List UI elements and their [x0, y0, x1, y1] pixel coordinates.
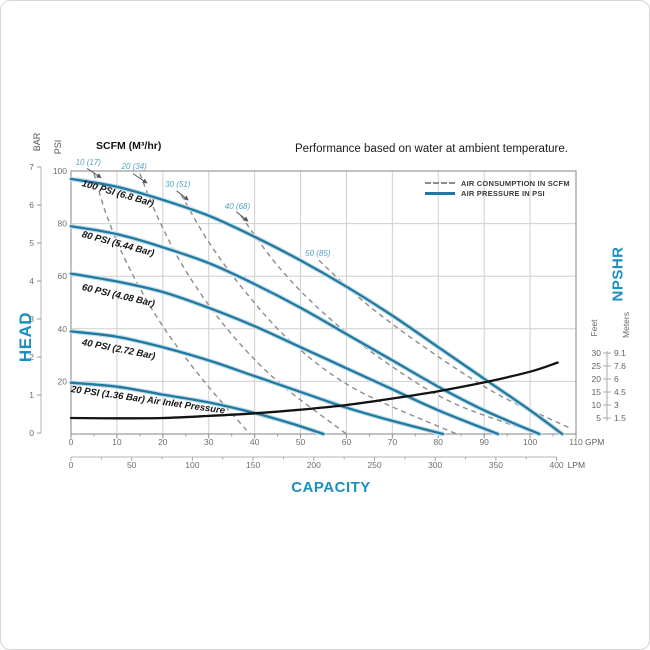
- meters-column-header: Meters: [621, 312, 631, 338]
- npshr-meters-value: 1.5: [614, 413, 626, 423]
- gpm-tick-label: 110: [569, 437, 583, 447]
- npshr-meters-value: 4.5: [614, 387, 626, 397]
- lpm-tick-label: 400: [549, 460, 563, 470]
- air-pressure-40: [69, 330, 445, 436]
- gpm-tick-label: 50: [296, 437, 306, 447]
- air-consumption-50: [318, 259, 572, 430]
- npshr-feet-value: 30: [592, 348, 602, 358]
- legend-item-air-consumption: AIR CONSUMPTION IN SCFM: [425, 178, 570, 188]
- psi-tick-label: 60: [58, 271, 68, 281]
- legend-label: AIR CONSUMPTION IN SCFM: [461, 178, 570, 188]
- capacity-axis-label: CAPACITY: [291, 479, 371, 496]
- npshr-meters-value: 6: [614, 374, 619, 384]
- bar-tick-label: 5: [29, 238, 34, 248]
- legend: AIR CONSUMPTION IN SCFM AIR PRESSURE IN …: [425, 178, 570, 198]
- head-axis-label: HEAD: [16, 311, 35, 363]
- gpm-unit-label: GPM: [585, 437, 604, 447]
- scfm-leader-arrow: [235, 211, 249, 222]
- lpm-tick-label: 50: [127, 460, 137, 470]
- bar-tick-label: 4: [29, 276, 34, 286]
- npshr-curve: [69, 361, 559, 420]
- psi-tick-label: 100: [53, 166, 67, 176]
- gpm-tick-label: 100: [523, 437, 537, 447]
- feet-column-header: Feet: [589, 319, 599, 337]
- npshr-meters-value: 9.1: [614, 348, 626, 358]
- gpm-tick-label: 10: [112, 437, 122, 447]
- lpm-tick-label: 200: [307, 460, 321, 470]
- chart-title: Performance based on water at ambient te…: [295, 143, 568, 155]
- air-consumption-40: [240, 215, 540, 435]
- air-pressure-20: [69, 381, 325, 436]
- scfm-curve-label: 10 (17): [75, 158, 101, 168]
- gpm-tick-label: 0: [69, 437, 74, 447]
- npshr-feet-value: 15: [592, 387, 602, 397]
- lpm-tick-label: 300: [428, 460, 442, 470]
- psi-tick-label: 40: [58, 324, 68, 334]
- scfm-curve-label: 40 (68): [224, 201, 251, 211]
- lpm-tick-label: 0: [69, 460, 74, 470]
- lpm-tick-label: 100: [185, 460, 199, 470]
- gpm-tick-label: 30: [204, 437, 214, 447]
- bar-tick-label: 2: [29, 352, 34, 362]
- scfm-leader-arrow: [176, 190, 189, 201]
- bar-tick-label: 1: [29, 390, 34, 400]
- scfm-header: SCFM (M³/hr): [96, 140, 162, 152]
- gpm-tick-label: 70: [388, 437, 398, 447]
- air-pressure-60: [69, 272, 500, 436]
- scfm-curve-label: 30 (51): [165, 180, 191, 190]
- gpm-tick-label: 90: [479, 437, 489, 447]
- scfm-curve-label: 20 (34): [121, 162, 147, 172]
- gpm-tick-label: 20: [158, 437, 168, 447]
- psi-tick-label: 20: [58, 376, 68, 386]
- npshr-feet-value: 10: [592, 400, 602, 410]
- gpm-tick-label: 80: [434, 437, 444, 447]
- legend-item-air-pressure: AIR PRESSURE IN PSI: [425, 188, 570, 198]
- lpm-tick-label: 150: [246, 460, 260, 470]
- scfm-curve-label: 50 (85): [305, 248, 331, 258]
- air-pressure-80: [69, 225, 541, 436]
- air-consumption-10: [93, 173, 251, 435]
- lpm-tick-label: 250: [367, 460, 381, 470]
- psi-axis-header: PSI: [53, 139, 63, 155]
- bar-tick-label: 6: [29, 200, 34, 210]
- solid-line-swatch: [425, 191, 455, 195]
- npshr-feet-value: 20: [592, 374, 602, 384]
- air-consumption-30: [180, 194, 457, 435]
- bar-tick-label: 7: [29, 162, 34, 172]
- npshr-feet-value: 5: [596, 413, 601, 423]
- lpm-unit-label: LPM: [568, 460, 585, 470]
- gpm-tick-label: 60: [342, 437, 352, 447]
- psi-tick-label: 80: [58, 219, 68, 229]
- bar-tick-label: 3: [29, 314, 34, 324]
- dashed-line-swatch: [425, 182, 455, 184]
- legend-label: AIR PRESSURE IN PSI: [461, 188, 545, 198]
- scfm-leader-arrow: [132, 173, 148, 184]
- npshr-meters-value: 7.6: [614, 361, 626, 371]
- scfm-leader-arrow: [86, 167, 102, 179]
- gpm-tick-label: 40: [250, 437, 260, 447]
- npshr-feet-value: 25: [592, 361, 602, 371]
- npshr-meters-value: 3: [614, 400, 619, 410]
- bar-axis-header: BAR: [32, 132, 42, 152]
- npshr-axis-label: NPSHR: [609, 246, 627, 302]
- bar-tick-label: 0: [29, 428, 34, 438]
- lpm-tick-label: 350: [489, 460, 503, 470]
